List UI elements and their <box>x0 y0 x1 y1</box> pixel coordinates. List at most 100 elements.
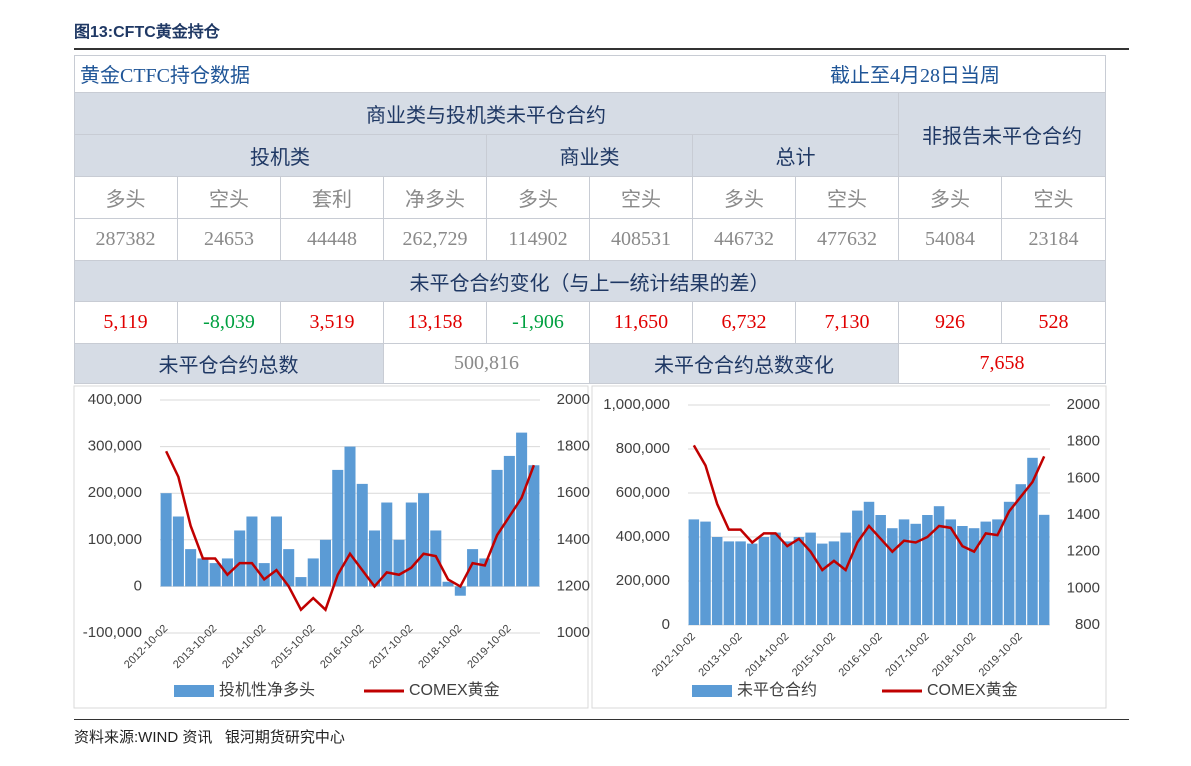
y-tick-label: 600,000 <box>616 484 670 501</box>
bar <box>221 558 233 587</box>
y2-tick-label: 2000 <box>1067 396 1100 413</box>
bar <box>980 521 992 625</box>
bar <box>945 519 956 625</box>
bar <box>852 510 863 625</box>
y-tick-label: 100,000 <box>88 531 142 548</box>
bar <box>356 483 368 587</box>
bar <box>185 549 197 587</box>
table-cell: 6,732 <box>693 302 796 344</box>
y-tick-label: 0 <box>662 616 670 633</box>
table-cell: 23184 <box>1002 219 1106 261</box>
table-cell: 408531 <box>590 219 693 261</box>
bar <box>516 432 528 587</box>
table-cell: 13,158 <box>384 302 487 344</box>
bar <box>528 465 540 587</box>
bar <box>863 501 875 625</box>
table-cell: 非报告未平仓合约 <box>899 93 1106 177</box>
bar <box>172 516 184 587</box>
legend-label: 投机性净多头 <box>219 681 315 699</box>
line <box>165 450 536 612</box>
y2-tick-label: 1800 <box>557 438 590 455</box>
bar <box>700 521 711 625</box>
bar <box>344 446 356 587</box>
bar <box>295 577 307 587</box>
legend-label: 未平仓合约 <box>737 681 817 699</box>
bar <box>503 455 515 587</box>
bar <box>405 502 417 587</box>
y2-tick-label: 800 <box>1075 616 1100 633</box>
table-cell: 7,658 <box>899 344 1106 384</box>
bar <box>735 541 746 625</box>
table-cell: 500,816 <box>384 344 590 384</box>
bar <box>369 530 381 587</box>
bar <box>491 469 503 587</box>
bar <box>723 541 735 625</box>
bar <box>887 528 898 625</box>
bar <box>1027 457 1038 625</box>
table-cell: 262,729 <box>384 219 487 261</box>
bar <box>332 469 344 587</box>
table-cell: 截止至4月28日当周 <box>700 55 1106 93</box>
bar <box>418 493 430 587</box>
bar <box>160 493 172 587</box>
bar <box>758 537 770 625</box>
bar <box>209 563 221 587</box>
table-cell: 空头 <box>590 177 693 219</box>
bar <box>992 519 1003 625</box>
y2-tick-label: 2000 <box>557 391 590 408</box>
table-cell: 总计 <box>693 135 899 177</box>
bar <box>454 586 466 596</box>
y-tick-label: 200,000 <box>616 572 670 589</box>
bar <box>197 558 209 587</box>
figure-title: 图13:CFTC黄金持仓 <box>74 24 220 41</box>
table-cell: 114902 <box>487 219 590 261</box>
y-tick-label: 300,000 <box>88 438 142 455</box>
bar <box>957 526 968 625</box>
bar <box>319 539 331 587</box>
table-cell: 商业类 <box>487 135 693 177</box>
table-cell: 多头 <box>74 177 178 219</box>
table-cell: 11,650 <box>590 302 693 344</box>
y2-tick-label: 1600 <box>557 484 590 501</box>
legend-swatch <box>692 685 732 697</box>
table-cell: 528 <box>1002 302 1106 344</box>
table-cell: 多头 <box>487 177 590 219</box>
legend-swatch <box>174 685 214 697</box>
table-cell: -8,039 <box>178 302 281 344</box>
rule <box>74 48 1129 50</box>
bar <box>922 515 933 625</box>
bar <box>933 506 945 625</box>
table-cell: -1,906 <box>487 302 590 344</box>
legend-label: COMEX黄金 <box>927 681 1018 699</box>
y-tick-label: 1,000,000 <box>603 396 670 413</box>
bar <box>270 516 282 587</box>
bar <box>910 523 921 625</box>
y-tick-label: 0 <box>134 577 142 594</box>
bar <box>711 537 723 625</box>
table-cell: 商业类与投机类未平仓合约 <box>74 93 899 135</box>
table-cell: 7,130 <box>796 302 899 344</box>
bar <box>746 543 758 625</box>
table-cell: 投机类 <box>74 135 487 177</box>
line <box>692 444 1046 572</box>
bar <box>381 502 393 587</box>
bar <box>828 541 840 625</box>
table-cell: 44448 <box>281 219 384 261</box>
bar <box>393 539 405 587</box>
table-cell: 空头 <box>178 177 281 219</box>
y-tick-label: 200,000 <box>88 484 142 501</box>
table-cell: 未平仓合约变化（与上一统计结果的差） <box>74 261 1106 302</box>
y2-tick-label: 1200 <box>1067 543 1100 560</box>
bar <box>467 549 479 587</box>
bar <box>793 537 805 625</box>
y2-tick-label: 1600 <box>1067 469 1100 486</box>
y-tick-label: 400,000 <box>88 391 142 408</box>
bar <box>307 558 319 587</box>
bar <box>1015 484 1027 625</box>
y-tick-label: 400,000 <box>616 528 670 545</box>
table-border <box>74 55 1106 384</box>
bar <box>1003 501 1015 625</box>
rule <box>74 719 1129 720</box>
table-cell: 净多头 <box>384 177 487 219</box>
